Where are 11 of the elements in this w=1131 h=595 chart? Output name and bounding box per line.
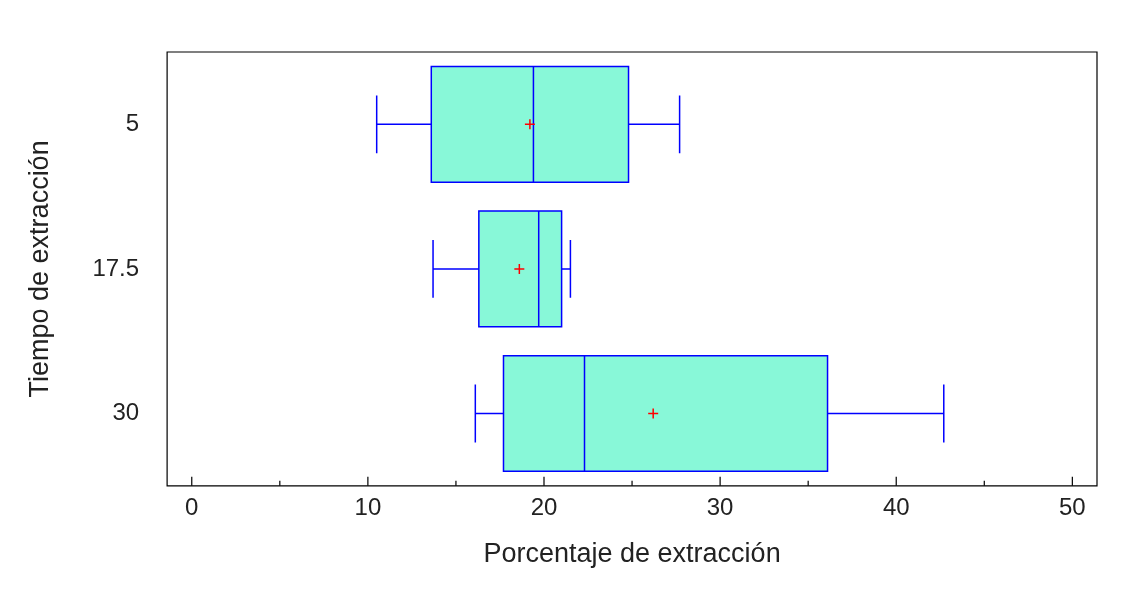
x-axis-title: Porcentaje de extracción bbox=[483, 538, 781, 569]
x-tick-label: 0 bbox=[185, 492, 199, 520]
y-tick-label: 5 bbox=[125, 108, 140, 136]
x-tick-label: 20 bbox=[530, 492, 558, 520]
x-tick-label: 10 bbox=[354, 492, 382, 520]
y-tick-label: 30 bbox=[112, 398, 140, 426]
x-tick-label: 40 bbox=[882, 492, 910, 520]
x-tick-label: 50 bbox=[1058, 492, 1086, 520]
y-axis-title: Tiempo de extracción bbox=[23, 140, 54, 398]
y-tick-label: 17.5 bbox=[92, 253, 140, 281]
x-tick-label: 30 bbox=[706, 492, 734, 520]
